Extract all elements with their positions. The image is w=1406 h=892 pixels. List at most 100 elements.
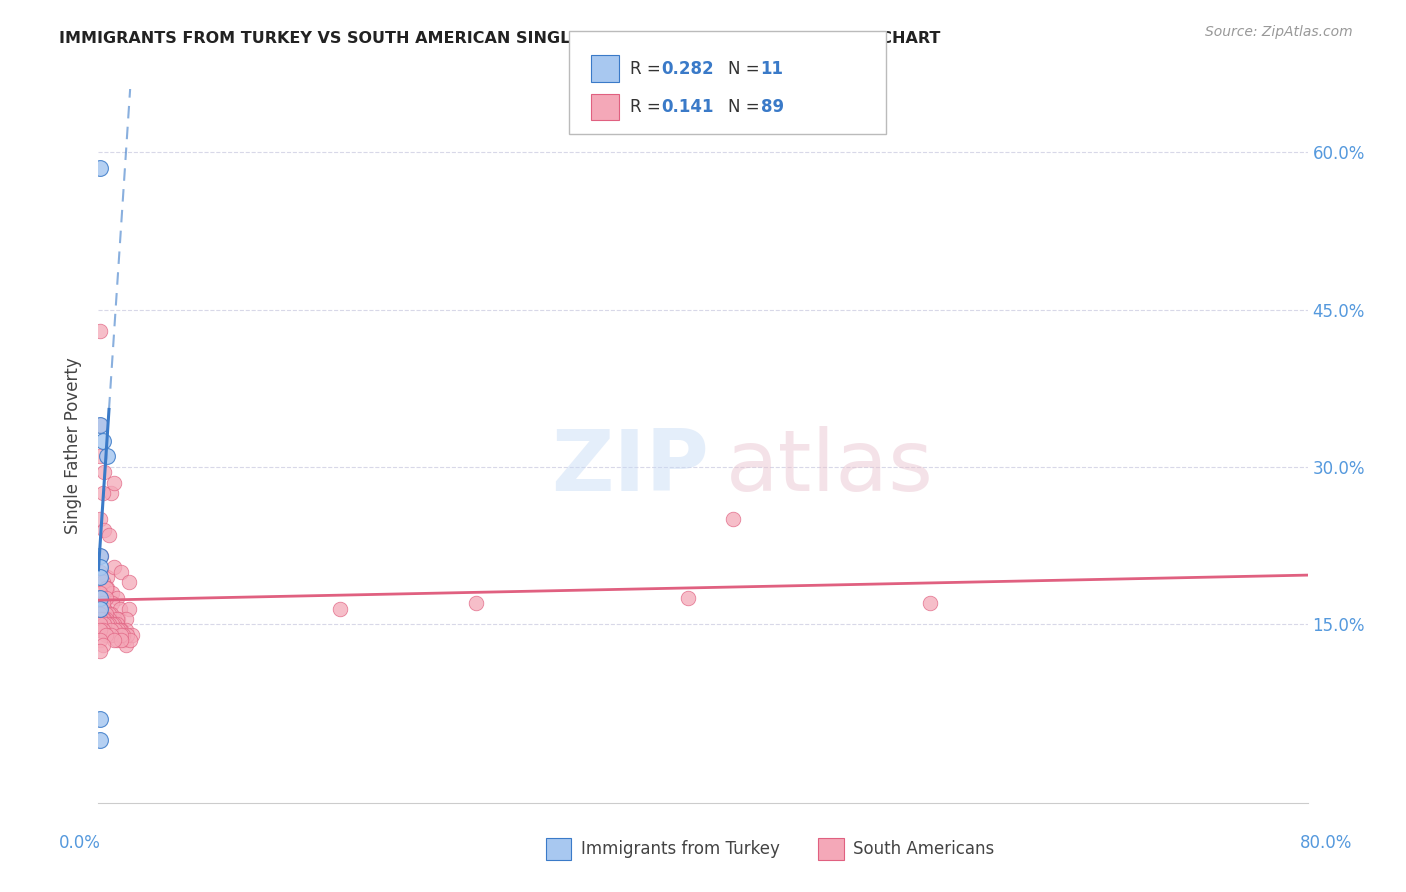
- Point: [89, 417, 111, 432]
- Text: 0.282: 0.282: [661, 60, 713, 78]
- Text: N =: N =: [728, 98, 765, 116]
- Point: [89, 324, 111, 338]
- Point: [96, 581, 118, 595]
- Point: [91, 612, 114, 626]
- Point: [105, 617, 128, 632]
- Point: [94, 591, 117, 606]
- Point: [89, 607, 111, 621]
- Point: [93, 465, 115, 479]
- Point: [721, 512, 744, 526]
- Point: [100, 628, 122, 642]
- Point: [105, 633, 128, 648]
- Text: Source: ZipAtlas.com: Source: ZipAtlas.com: [1205, 25, 1353, 39]
- Point: [118, 575, 141, 590]
- Point: [329, 601, 352, 615]
- Point: [93, 617, 115, 632]
- Point: [89, 623, 111, 637]
- Y-axis label: Single Father Poverty: Single Father Poverty: [65, 358, 83, 534]
- Point: [89, 565, 111, 579]
- Point: [103, 475, 125, 490]
- Point: [91, 596, 114, 610]
- Point: [89, 633, 111, 648]
- Point: [89, 643, 111, 657]
- Point: [103, 617, 125, 632]
- Text: 0.0%: 0.0%: [59, 834, 101, 852]
- Point: [91, 623, 114, 637]
- Point: [89, 161, 111, 175]
- Point: [93, 612, 115, 626]
- Point: [89, 586, 111, 600]
- Point: [89, 712, 111, 726]
- Text: South Americans: South Americans: [853, 840, 994, 858]
- Point: [98, 528, 121, 542]
- Point: [918, 596, 941, 610]
- Point: [101, 586, 124, 600]
- Point: [91, 575, 114, 590]
- Point: [100, 607, 122, 621]
- Point: [105, 591, 128, 606]
- Text: 80.0%: 80.0%: [1301, 834, 1353, 852]
- Point: [89, 512, 111, 526]
- Point: [107, 628, 129, 642]
- Point: [96, 450, 118, 464]
- Point: [114, 623, 136, 637]
- Point: [110, 623, 132, 637]
- Point: [100, 486, 122, 500]
- Point: [93, 601, 115, 615]
- Point: [120, 633, 142, 648]
- Point: [98, 617, 121, 632]
- Point: [115, 628, 138, 642]
- Point: [89, 607, 111, 621]
- Point: [110, 633, 132, 648]
- Text: 0.141: 0.141: [661, 98, 713, 116]
- Point: [89, 601, 111, 615]
- Point: [91, 639, 114, 653]
- Point: [105, 612, 128, 626]
- Point: [96, 570, 118, 584]
- Point: [108, 601, 131, 615]
- Point: [98, 612, 121, 626]
- Point: [89, 601, 111, 615]
- Point: [91, 623, 114, 637]
- Point: [94, 628, 117, 642]
- Point: [103, 633, 125, 648]
- Point: [89, 612, 111, 626]
- Point: [93, 523, 115, 537]
- Point: [89, 559, 111, 574]
- Point: [114, 612, 136, 626]
- Point: [110, 565, 132, 579]
- Point: [100, 623, 122, 637]
- Point: [89, 591, 111, 606]
- Point: [96, 617, 118, 632]
- Point: [100, 623, 122, 637]
- Point: [98, 628, 121, 642]
- Point: [111, 628, 134, 642]
- Text: atlas: atlas: [725, 425, 934, 509]
- Point: [110, 628, 132, 642]
- Point: [89, 591, 111, 606]
- Point: [91, 434, 114, 448]
- Point: [107, 623, 129, 637]
- Text: ZIP: ZIP: [551, 425, 709, 509]
- Point: [98, 607, 121, 621]
- Point: [89, 612, 111, 626]
- Text: R =: R =: [630, 60, 666, 78]
- Point: [89, 450, 111, 464]
- Point: [108, 623, 131, 637]
- Text: 11: 11: [761, 60, 783, 78]
- Point: [93, 601, 115, 615]
- Text: R =: R =: [630, 98, 671, 116]
- Text: 89: 89: [761, 98, 783, 116]
- Point: [89, 596, 111, 610]
- Point: [112, 633, 135, 648]
- Point: [94, 612, 117, 626]
- Point: [114, 639, 136, 653]
- Point: [94, 607, 117, 621]
- Point: [90, 549, 112, 564]
- Point: [89, 570, 111, 584]
- Point: [465, 596, 488, 610]
- Point: [103, 559, 125, 574]
- Point: [89, 732, 111, 747]
- Point: [89, 596, 111, 610]
- Point: [89, 601, 111, 615]
